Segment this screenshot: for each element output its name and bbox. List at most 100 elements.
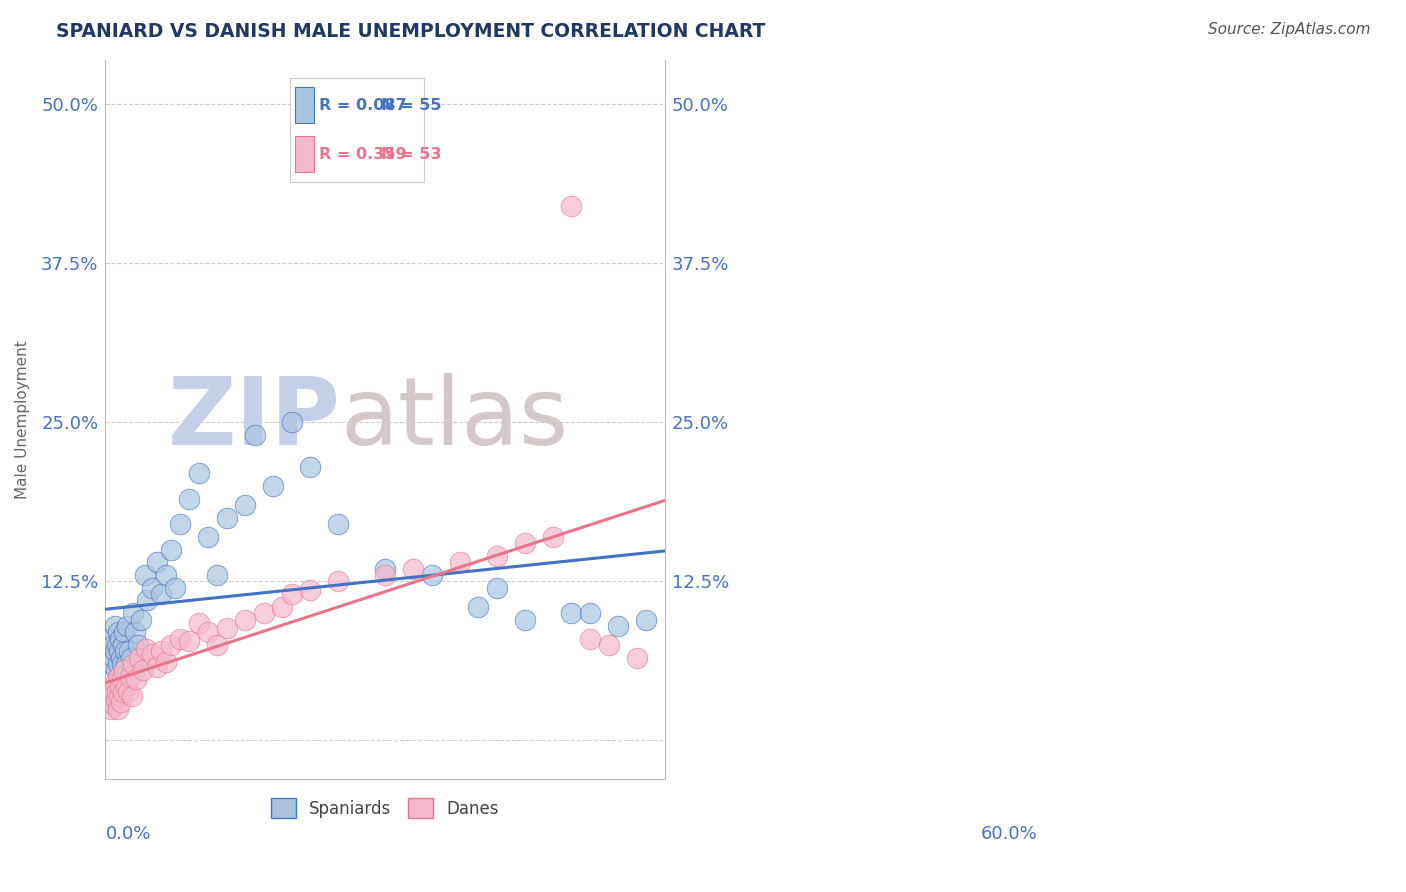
Legend: Spaniards, Danes: Spaniards, Danes (264, 792, 506, 824)
Point (107, 670, 129, 684)
Point (271, 599, 294, 614)
Point (98, 695, 121, 709)
Point (233, 613, 256, 627)
Point (233, 498, 256, 512)
Point (104, 676, 127, 690)
Point (179, 491, 201, 506)
Point (105, 685, 128, 699)
Point (449, 555, 471, 569)
Point (328, 574, 350, 589)
Point (120, 650, 142, 665)
Point (125, 673, 148, 687)
Point (328, 517, 350, 532)
Point (281, 415, 304, 429)
Point (141, 581, 163, 595)
Point (104, 644, 127, 658)
Point (159, 638, 181, 652)
Point (579, 632, 602, 646)
Point (105, 638, 128, 652)
Text: atlas: atlas (340, 373, 568, 465)
Point (281, 587, 304, 601)
Point (131, 664, 153, 678)
Point (112, 685, 135, 699)
Point (110, 650, 132, 665)
Point (104, 664, 127, 678)
Point (100, 701, 122, 715)
Point (299, 459, 322, 474)
Point (243, 428, 266, 442)
Point (103, 650, 125, 665)
Text: ZIP: ZIP (167, 373, 340, 465)
Point (112, 638, 135, 652)
Point (215, 622, 238, 636)
Point (104, 692, 127, 706)
Text: 0.0%: 0.0% (105, 825, 150, 844)
Point (114, 644, 136, 658)
Point (128, 650, 150, 665)
Point (136, 593, 159, 607)
Text: 60.0%: 60.0% (980, 825, 1038, 844)
Point (115, 680, 138, 694)
Point (187, 616, 209, 631)
Point (104, 619, 127, 633)
Point (215, 510, 238, 524)
Point (467, 599, 489, 614)
Point (374, 562, 396, 576)
Point (135, 641, 157, 656)
Point (118, 644, 141, 658)
Point (101, 689, 124, 703)
Point (110, 632, 132, 646)
Point (541, 530, 564, 544)
Point (197, 625, 219, 640)
Point (634, 613, 657, 627)
Point (560, 606, 582, 620)
Point (101, 638, 124, 652)
Point (579, 606, 602, 620)
Y-axis label: Male Unemployment: Male Unemployment (15, 340, 30, 499)
Text: Source: ZipAtlas.com: Source: ZipAtlas.com (1208, 22, 1371, 37)
Point (169, 517, 191, 532)
Point (124, 625, 146, 640)
Point (118, 670, 141, 684)
Point (112, 625, 135, 640)
Point (141, 647, 163, 661)
Point (607, 619, 630, 633)
Point (108, 689, 131, 703)
Point (98, 682, 121, 697)
Point (115, 619, 138, 633)
Point (262, 479, 284, 493)
Point (115, 657, 138, 672)
Point (207, 638, 229, 652)
Point (165, 581, 187, 595)
Point (103, 698, 125, 712)
Point (374, 568, 396, 582)
Point (101, 657, 124, 672)
Point (179, 634, 201, 648)
Point (111, 657, 134, 672)
Point (98, 632, 121, 646)
Point (155, 568, 177, 582)
Point (108, 644, 131, 658)
Point (485, 549, 508, 563)
Point (560, 199, 582, 213)
Point (150, 587, 173, 601)
Point (197, 530, 219, 544)
Point (134, 568, 156, 582)
Point (112, 664, 135, 678)
Point (187, 467, 209, 481)
Point (253, 606, 276, 620)
Point (122, 606, 145, 620)
Point (107, 657, 129, 672)
Point (121, 689, 143, 703)
Point (117, 685, 139, 699)
Point (513, 536, 536, 550)
Point (110, 695, 132, 709)
Text: SPANIARD VS DANISH MALE UNEMPLOYMENT CORRELATION CHART: SPANIARD VS DANISH MALE UNEMPLOYMENT COR… (56, 22, 766, 41)
Point (129, 613, 152, 627)
Point (111, 673, 134, 687)
Point (145, 659, 167, 673)
Point (150, 644, 173, 658)
Point (485, 581, 508, 595)
Point (107, 701, 129, 715)
Point (626, 650, 648, 665)
